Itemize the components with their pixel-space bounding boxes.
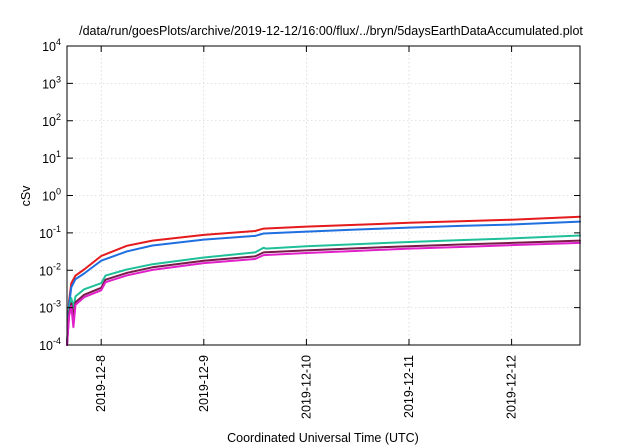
y-tick-label: 103 [42,74,61,91]
series-line-2 [66,220,581,346]
y-axis-label: cSv [19,185,33,207]
x-axis-label: Coordinated Universal Time (UTC) [227,431,419,445]
x-tick-label: 2019-12-12 [505,355,519,419]
chart-title: /data/run/goesPlots/archive/2019-12-12/1… [79,24,583,38]
series-line-5 [66,241,581,346]
y-tick-label: 102 [42,112,61,129]
x-tick-label: 2019-12-9 [197,355,211,412]
y-tick-label: 10-3 [39,299,61,316]
y-tick-label: 101 [42,149,61,166]
y-tick-label: 10-1 [39,224,61,241]
x-tick-label: 2019-12-8 [94,355,108,412]
y-tick-label: 10-2 [39,261,61,278]
x-tick-label: 2019-12-11 [402,355,416,418]
series-group [66,215,581,346]
x-tick-label: 2019-12-10 [299,355,313,419]
series-line-3 [66,234,581,346]
y-tick-label: 10-4 [39,336,61,353]
y-tick-label: 104 [42,37,61,54]
y-tick-label: 100 [42,187,61,204]
y-axis-ticks: 10-4 10-3 10-2 10-1 100 101 102 103 104 [39,37,580,353]
x-axis-ticks: 2019-12-8 2019-12-9 2019-12-10 2019-12-11 20… [94,46,519,419]
grid [67,45,580,346]
series-line-1 [66,215,581,346]
series-line-4 [66,239,581,346]
